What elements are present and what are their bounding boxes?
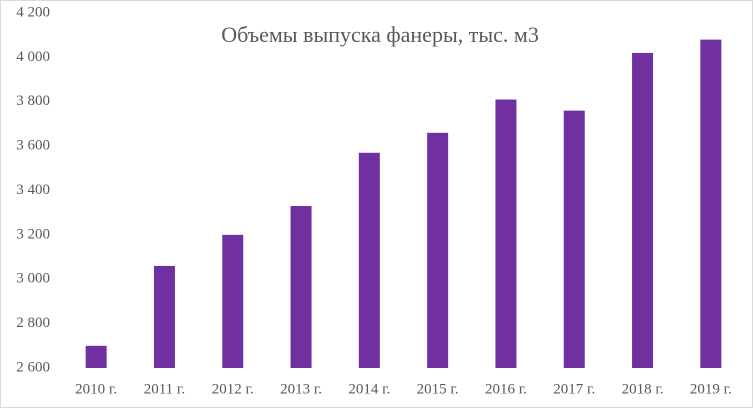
bar [427,132,449,368]
y-tick-label: 2 600 [16,359,50,375]
y-tick-label: 4 200 [16,4,50,20]
x-tick-label: 2018 г. [622,381,664,397]
x-tick-label: 2015 г. [417,381,459,397]
y-tick-label: 3 800 [16,93,50,109]
x-tick-label: 2011 г. [144,381,185,397]
x-tick-label: 2014 г. [348,381,390,397]
y-tick-label: 4 000 [16,49,50,65]
y-tick-label: 3 600 [16,138,50,154]
bar [700,39,722,368]
y-tick-label: 3 000 [16,271,50,287]
bar [495,99,517,368]
bar [153,265,175,368]
bar [358,152,380,368]
bar [563,110,585,368]
x-tick-label: 2016 г. [485,381,527,397]
bar [290,206,312,368]
bar [222,234,244,368]
x-tick-label: 2017 г. [553,381,595,397]
x-tick-label: 2010 г. [75,381,117,397]
bar [85,345,107,368]
chart-title: Объемы выпуска фанеры, тыс. м3 [221,22,539,47]
y-tick-label: 2 800 [16,315,50,331]
bar [632,52,654,368]
y-tick-label: 3 400 [16,182,50,198]
x-tick-label: 2013 г. [280,381,322,397]
x-tick-label: 2019 г. [690,381,732,397]
x-tick-label: 2012 г. [212,381,254,397]
y-tick-label: 3 200 [16,226,50,242]
